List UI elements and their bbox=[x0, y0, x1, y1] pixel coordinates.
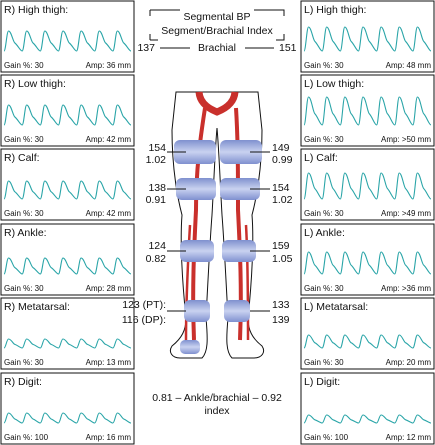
panel-label: L) Metatarsal: bbox=[304, 301, 368, 313]
legs-illustration bbox=[169, 91, 265, 359]
amp-label: Amp: 12 mm bbox=[386, 433, 432, 442]
amp-label: Amp: >36 mm bbox=[381, 284, 431, 293]
panel-label: R) Digit: bbox=[4, 376, 42, 388]
waveform-panel bbox=[300, 297, 435, 370]
waveform bbox=[303, 334, 432, 349]
waveform bbox=[3, 412, 132, 424]
header-title: Segmental BP bbox=[183, 11, 250, 23]
amp-label: Amp: 42 mm bbox=[86, 209, 132, 218]
amp-label: Amp: 20 mm bbox=[386, 358, 432, 367]
left-index: 1.05 bbox=[272, 253, 293, 265]
panel-label: L) Digit: bbox=[304, 376, 340, 388]
gain-label: Gain %: 30 bbox=[4, 284, 44, 293]
waveform-panel bbox=[300, 223, 435, 296]
abi-right: 0.81 bbox=[152, 392, 173, 404]
amp-label: Amp: 48 mm bbox=[386, 61, 432, 70]
left-pressure: 154 bbox=[272, 182, 290, 194]
waveform bbox=[3, 257, 132, 275]
waveform-panel bbox=[0, 297, 135, 370]
brachial-label: Brachial bbox=[198, 42, 236, 54]
abi-sub: index bbox=[204, 405, 230, 417]
gain-label: Gain %: 30 bbox=[4, 358, 44, 367]
right-pressure: 138 bbox=[148, 182, 166, 194]
amp-label: Amp: 42 mm bbox=[86, 135, 132, 144]
gain-label: Gain %: 30 bbox=[4, 61, 44, 70]
brachial-left-value: 151 bbox=[279, 42, 297, 54]
right-index: 1.02 bbox=[146, 154, 167, 166]
waveform bbox=[3, 104, 132, 126]
waveform-panel bbox=[0, 372, 135, 445]
waveform bbox=[303, 172, 432, 200]
waveform bbox=[303, 96, 432, 126]
amp-label: Amp: >49 mm bbox=[381, 209, 431, 218]
panel-label: R) Low thigh: bbox=[4, 78, 66, 90]
waveform-panel bbox=[300, 372, 435, 445]
left-index: 139 bbox=[272, 314, 290, 326]
panel-label: R) Metatarsal: bbox=[4, 301, 70, 313]
waveform-panel bbox=[0, 223, 135, 296]
waveform bbox=[3, 180, 132, 200]
panel-label: L) Low thigh: bbox=[304, 78, 364, 90]
right-index: 0.82 bbox=[146, 253, 167, 265]
right-index: 0.91 bbox=[146, 194, 167, 206]
left-pressure: 133 bbox=[272, 299, 290, 311]
waveform-panel bbox=[0, 0, 135, 73]
panel-label: R) Ankle: bbox=[4, 227, 47, 239]
panel-label: L) High thigh: bbox=[304, 4, 366, 16]
right-index: 116 (DP): bbox=[122, 314, 166, 326]
dash: – bbox=[253, 392, 262, 404]
left-pressure: 149 bbox=[272, 142, 290, 154]
gain-label: Gain %: 30 bbox=[304, 284, 344, 293]
waveform-panel bbox=[0, 74, 135, 147]
dash: – bbox=[176, 392, 184, 404]
panel-label: L) Ankle: bbox=[304, 227, 345, 239]
panel-label: R) High thigh: bbox=[4, 4, 68, 16]
waveform-panel bbox=[0, 148, 135, 221]
right-pressure: 123 (PT): bbox=[122, 299, 166, 311]
header-subtitle: Segment/Brachial Index bbox=[161, 25, 273, 37]
left-index: 1.02 bbox=[272, 194, 293, 206]
gain-label: Gain %: 100 bbox=[304, 433, 349, 442]
amp-label: Amp: 13 mm bbox=[86, 358, 132, 367]
right-pressure: 154 bbox=[148, 142, 166, 154]
header-bracket bbox=[149, 9, 285, 41]
amp-label: Amp: 36 mm bbox=[86, 61, 132, 70]
waveform bbox=[303, 414, 432, 424]
abi-left: 0.92 bbox=[261, 392, 282, 404]
right-pressure: 124 bbox=[148, 240, 166, 252]
gain-label: Gain %: 30 bbox=[304, 358, 344, 367]
amp-label: Amp: 28 mm bbox=[86, 284, 132, 293]
gain-label: Gain %: 30 bbox=[304, 61, 344, 70]
amp-label: Amp: 16 mm bbox=[86, 433, 132, 442]
amp-label: Amp: >50 mm bbox=[381, 135, 431, 144]
footer-text: 0.81 – Ankle/brachial – 0.92 bbox=[152, 392, 282, 404]
gain-label: Gain %: 30 bbox=[304, 209, 344, 218]
gain-label: Gain %: 30 bbox=[304, 135, 344, 144]
waveform bbox=[3, 30, 132, 52]
gain-label: Gain %: 100 bbox=[4, 433, 49, 442]
waveform bbox=[303, 251, 432, 275]
panel-label: L) Calf: bbox=[304, 152, 338, 164]
waveform bbox=[303, 26, 432, 52]
abi-label: Ankle/brachial bbox=[184, 392, 250, 404]
left-index: 0.99 bbox=[272, 154, 293, 166]
brachial-right-value: 137 bbox=[137, 42, 155, 54]
waveform bbox=[3, 338, 132, 349]
left-pressure: 159 bbox=[272, 240, 290, 252]
gain-label: Gain %: 30 bbox=[4, 209, 44, 218]
panel-label: R) Calf: bbox=[4, 152, 40, 164]
gain-label: Gain %: 30 bbox=[4, 135, 44, 144]
